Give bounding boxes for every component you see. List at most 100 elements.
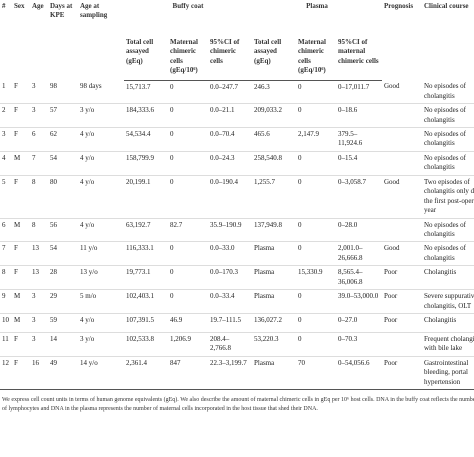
table-cell: 0–17,011.7 — [336, 80, 382, 105]
table-cell: Good — [382, 175, 422, 219]
table-cell: 19,773.1 — [124, 265, 168, 291]
table-row: 12 F 16 49 14 y/o 2,361.4 847 22.3–3,199.7 Plasm… — [0, 356, 474, 391]
table-cell: 19.7–111.5 — [208, 313, 252, 333]
table-row: 5 F 8 80 4 y/o 20,199.1 0 0.0–190.4 1,255.7 0 0–3,… — [0, 175, 474, 219]
table-cell: M — [12, 289, 30, 314]
table-cell: Plasma — [252, 241, 296, 267]
column-header: Clinical course — [424, 2, 469, 10]
table-cell: F — [12, 127, 30, 152]
table-cell: 3 — [30, 80, 48, 105]
table-row: 3 F 6 62 4 y/o 54,534.4 0 0.0–70.4 465.6 2,147.9 3… — [0, 127, 474, 152]
table-cell: Poor — [382, 289, 422, 314]
table-head: # Sex Age Days at KPE Age at sampling Buffy c… — [0, 0, 474, 81]
table-cell: No episodes of cholangitis — [422, 218, 474, 243]
table-cell: 0 — [168, 289, 208, 314]
table-cell: 29 — [48, 289, 78, 314]
table-cell: 0 — [296, 241, 336, 267]
column-header: Age — [32, 2, 44, 10]
table-cell: 8 — [0, 265, 12, 291]
table-cell: 63,192.7 — [124, 218, 168, 243]
column-header: # — [2, 2, 6, 10]
sub-header: 95%CI of maternal chimeric cells — [336, 34, 382, 81]
table-cell: 54 — [48, 151, 78, 176]
table-cell: 5 — [0, 175, 12, 219]
group-header: Plasma — [306, 2, 328, 10]
table-cell: 3 y/o — [78, 332, 124, 357]
table-cell: Good — [382, 241, 422, 267]
table-cell: 137,949.8 — [252, 218, 296, 243]
table-cell: 0–15.4 — [336, 151, 382, 176]
table-cell: 184,333.6 — [124, 103, 168, 128]
table-cell: 3 — [30, 332, 48, 357]
group-header: Buffy coat — [172, 2, 204, 10]
sub-header: 95%CI of chimeric cells — [208, 34, 252, 81]
table-cell: 0 — [168, 175, 208, 219]
table-cell: F — [12, 265, 30, 291]
table-cell: 0.0–190.4 — [208, 175, 252, 219]
table-cell: 0 — [296, 332, 336, 357]
table-cell: F — [12, 241, 30, 267]
table-row: 9 M 3 29 5 m/o 102,403.1 0 0.0–33.4 Plasma 0 39.0–… — [0, 289, 474, 314]
table-cell: 39.0–53,000.0 — [336, 289, 382, 314]
table-cell: No episodes of cholangitis — [422, 103, 474, 128]
table-cell: F — [12, 103, 30, 128]
table-row: 8 F 13 28 13 y/o 19,773.1 0 0.0–170.3 Plasma 15,3… — [0, 265, 474, 291]
table-cell: 0 — [296, 103, 336, 128]
table-cell: 2,147.9 — [296, 127, 336, 152]
table-cell: M — [12, 151, 30, 176]
column-header: Sex — [14, 2, 25, 10]
table-cell: 8,565.4–36,006.8 — [336, 265, 382, 291]
table-cell: 0 — [296, 289, 336, 314]
table-row: 2 F 3 57 3 y/o 184,333.6 0 0.0–21.1 209,033.2 0 0–… — [0, 103, 474, 128]
table-cell: 209,033.2 — [252, 103, 296, 128]
table-cell: 4 y/o — [78, 175, 124, 219]
table-cell: No episodes of cholangitis — [422, 151, 474, 176]
sub-header: Maternal chimeric cells (gEq/10⁶) — [168, 34, 208, 81]
table-cell: 11 — [0, 332, 12, 357]
table-cell: 0–18.6 — [336, 103, 382, 128]
table-cell: 4 y/o — [78, 127, 124, 152]
table-cell: 0.0–170.3 — [208, 265, 252, 291]
table-cell — [382, 127, 422, 152]
table-cell: 22.3–3,199.7 — [208, 356, 252, 391]
table-cell: 98 — [48, 80, 78, 105]
table-cell — [382, 151, 422, 176]
table-cell: M — [12, 218, 30, 243]
table-cell: 208.4–2,766.8 — [208, 332, 252, 357]
table-cell: No episodes of cholangitis — [422, 80, 474, 105]
table-cell: 0.0–33.4 — [208, 289, 252, 314]
table-cell: Gastrointestinal bleeding, portal hypert… — [422, 356, 474, 391]
table-cell: 246.3 — [252, 80, 296, 105]
table-cell: 15,330.9 — [296, 265, 336, 291]
column-header: Prognosis — [384, 2, 414, 10]
table-cell: 0–70.3 — [336, 332, 382, 357]
table-cell: 10 — [0, 313, 12, 333]
table-cell: 7 — [0, 241, 12, 267]
table-cell: 116,333.1 — [124, 241, 168, 267]
table-cell: 49 — [48, 356, 78, 391]
table-cell: 0.0–70.4 — [208, 127, 252, 152]
table-cell: 2 — [0, 103, 12, 128]
table-cell: 9 — [0, 289, 12, 314]
table-cell: 465.6 — [252, 127, 296, 152]
table-cell: 0 — [168, 265, 208, 291]
table-cell: 0.0–33.0 — [208, 241, 252, 267]
table-cell: 13 — [30, 265, 48, 291]
table-cell: Plasma — [252, 265, 296, 291]
column-header: Days at KPE — [50, 2, 73, 20]
table-cell: 14 y/o — [78, 356, 124, 391]
table-cell: 12 — [0, 356, 12, 391]
table-cell: F — [12, 332, 30, 357]
table-cell: Poor — [382, 356, 422, 391]
table-cell: F — [12, 356, 30, 391]
table-cell: 0 — [296, 80, 336, 105]
table-cell: 102,533.8 — [124, 332, 168, 357]
table-cell: 98 days — [78, 80, 124, 105]
table-cell: 46.9 — [168, 313, 208, 333]
table-cell: Severe suppurative cholangitis, OLT — [422, 289, 474, 314]
table-cell: 0.0–247.7 — [208, 80, 252, 105]
table-cell: 8 — [30, 218, 48, 243]
table-cell: 13 — [30, 241, 48, 267]
table-cell: 3 — [30, 103, 48, 128]
table-body: 1 F 3 98 98 days 15,713.7 0 0.0–247.7 246.3 0 0–17… — [0, 80, 474, 391]
